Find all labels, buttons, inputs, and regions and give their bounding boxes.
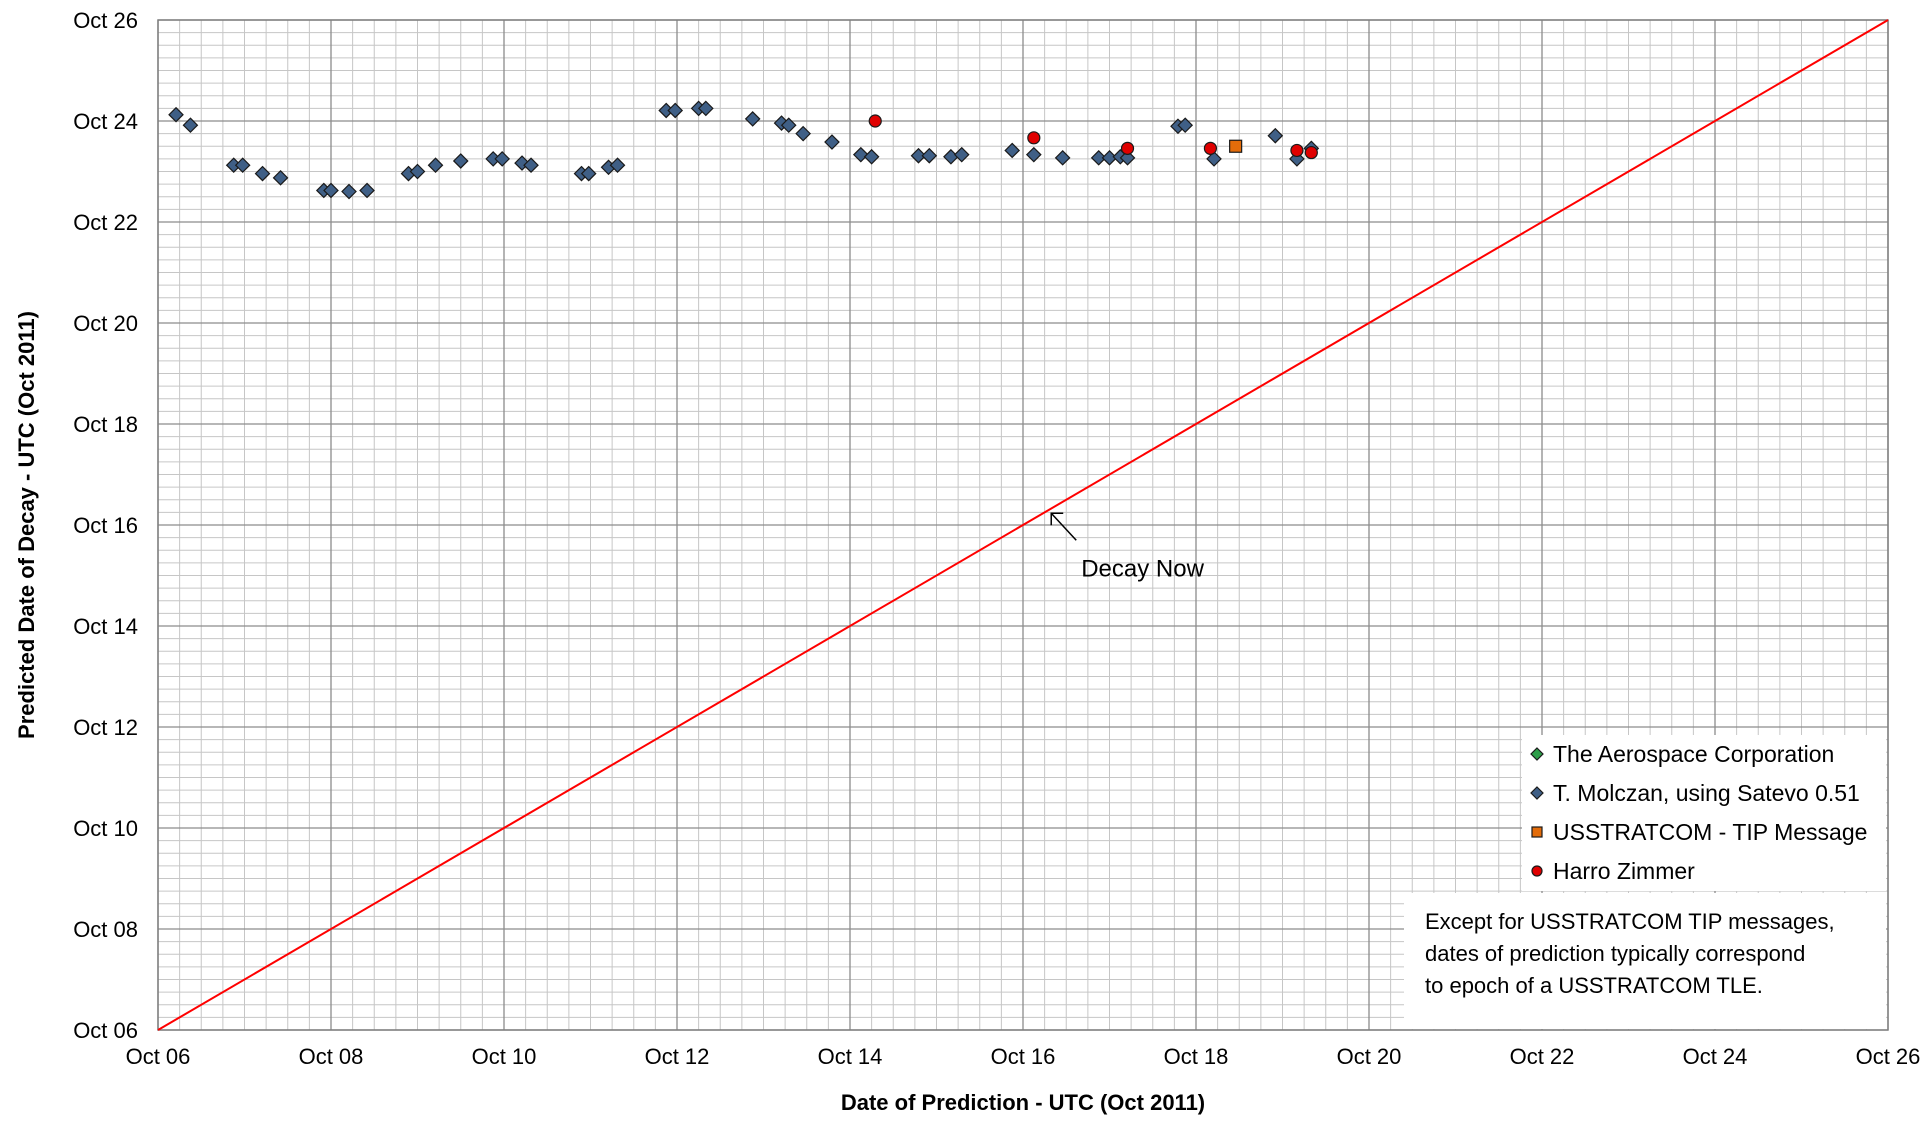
usstratcom-tip-message-point xyxy=(1229,139,1243,153)
harro-zimmer-point xyxy=(1120,141,1135,155)
y-tick-label: Oct 10 xyxy=(73,816,138,841)
x-axis-title: Date of Prediction - UTC (Oct 2011) xyxy=(841,1090,1205,1115)
t-molczan-using-satevo-0-51-point xyxy=(452,153,469,169)
harro-zimmer-series xyxy=(868,114,1318,160)
t-molczan-using-satevo-0-51-point xyxy=(427,157,444,174)
t-molczan-using-satevo-0-51-point xyxy=(234,157,251,174)
x-tick-label: Oct 24 xyxy=(1683,1044,1748,1069)
t-molczan-using-satevo-0-51-point xyxy=(341,183,357,200)
y-tick-label: Oct 26 xyxy=(73,8,138,33)
t-molczan-using-satevo-0-51-point xyxy=(323,182,339,199)
x-axis-tick-labels: Oct 06 Oct 08 Oct 10 Oct 12 Oct 14 Oct 16 Oct … xyxy=(126,1044,1921,1069)
legend-items: The Aerospace Corporation T. Molczan, usi… xyxy=(1530,741,1867,884)
usstratcom-tip-message-series xyxy=(1229,139,1243,153)
x-tick-label: Oct 06 xyxy=(126,1044,191,1069)
y-tick-label: Oct 24 xyxy=(73,109,138,134)
t-molczan-using-satevo-0-51-point xyxy=(254,165,271,182)
note-background xyxy=(1404,893,1886,1029)
annotation-arrow-head xyxy=(1050,512,1064,526)
note-line: to epoch of a USSTRATCOM TLE. xyxy=(1425,973,1763,998)
legend-item: Harro Zimmer xyxy=(1531,858,1695,884)
t-molczan-using-satevo-0-51-point xyxy=(921,147,938,164)
t-molczan-using-satevo-0-51-point xyxy=(1206,151,1222,167)
x-tick-label: Oct 26 xyxy=(1856,1044,1921,1069)
x-tick-label: Oct 22 xyxy=(1510,1044,1575,1069)
t-molczan-using-satevo-0-51-point xyxy=(953,146,970,163)
t-molczan-using-satevo-0-51-point xyxy=(824,134,840,150)
harro-zimmer-point xyxy=(1203,141,1218,155)
note-line: dates of prediction typically correspond xyxy=(1425,941,1805,966)
t-molczan-using-satevo-0-51-point xyxy=(910,147,927,164)
legend: The Aerospace Corporation T. Molczan, usi… xyxy=(1522,735,1886,891)
y-tick-label: Oct 20 xyxy=(73,311,138,336)
x-tick-label: Oct 14 xyxy=(818,1044,883,1069)
legend-marker xyxy=(1530,786,1544,800)
t-molczan-using-satevo-0-51-point xyxy=(1054,149,1071,166)
decay-now-line xyxy=(157,19,1889,1031)
legend-label: The Aerospace Corporation xyxy=(1553,741,1834,767)
t-molczan-using-satevo-0-51-point xyxy=(1090,149,1107,166)
t-molczan-using-satevo-0-51-point xyxy=(863,148,880,165)
t-molczan-using-satevo-0-51-point xyxy=(523,157,539,174)
t-molczan-using-satevo-0-51-point xyxy=(852,146,869,163)
y-tick-label: Oct 06 xyxy=(73,1018,138,1043)
t-molczan-using-satevo-0-51-point xyxy=(1025,146,1042,163)
harro-zimmer-point xyxy=(868,114,882,128)
t-molczan-using-satevo-0-51-point xyxy=(609,157,626,174)
y-axis-title: Predicted Date of Decay - UTC (Oct 2011) xyxy=(14,311,39,739)
harro-zimmer-point xyxy=(1027,131,1041,145)
legend-item: T. Molczan, using Satevo 0.51 xyxy=(1530,780,1860,806)
decay-now-annotation: Decay Now xyxy=(1050,512,1205,582)
annotation-label: Decay Now xyxy=(1081,555,1204,582)
y-tick-label: Oct 16 xyxy=(73,513,138,538)
y-tick-label: Oct 18 xyxy=(73,412,138,437)
t-molczan-using-satevo-0-51-point xyxy=(1267,127,1284,144)
y-tick-label: Oct 12 xyxy=(73,715,138,740)
t-molczan-using-satevo-0-51-point xyxy=(667,102,684,119)
plot-area-border xyxy=(157,19,1889,1031)
note-box: Except for USSTRATCOM TIP messages, date… xyxy=(1404,893,1886,1029)
legend-marker xyxy=(1530,747,1544,761)
legend-item: USSTRATCOM - TIP Message xyxy=(1531,819,1867,845)
t-molczan-using-satevo-0-51-point xyxy=(494,151,511,167)
t-molczan-using-satevo-0-51-point xyxy=(1004,142,1021,159)
t-molczan-using-satevo-0-51-point xyxy=(795,125,811,142)
t-molczan-using-satevo-0-51-point xyxy=(780,117,797,134)
x-tick-label: Oct 10 xyxy=(472,1044,537,1069)
t-molczan-using-satevo-0-51-point xyxy=(182,117,199,134)
y-tick-label: Oct 22 xyxy=(73,210,138,235)
legend-label: Harro Zimmer xyxy=(1553,858,1695,884)
t-molczan-using-satevo-0-51-series xyxy=(168,100,1320,200)
note-line: Except for USSTRATCOM TIP messages, xyxy=(1425,909,1835,934)
t-molczan-using-satevo-0-51-point xyxy=(580,165,597,182)
x-tick-label: Oct 18 xyxy=(1164,1044,1229,1069)
y-tick-label: Oct 08 xyxy=(73,917,138,942)
annotation-arrow-shaft xyxy=(1050,512,1077,541)
t-molczan-using-satevo-0-51-point xyxy=(1177,117,1194,134)
legend-item: The Aerospace Corporation xyxy=(1530,741,1834,767)
legend-marker xyxy=(1531,865,1543,877)
t-molczan-using-satevo-0-51-point xyxy=(168,106,184,123)
t-molczan-using-satevo-0-51-point xyxy=(1119,149,1136,166)
t-molczan-using-satevo-0-51-point xyxy=(409,163,426,180)
t-molczan-using-satevo-0-51-point xyxy=(272,169,289,186)
data-points xyxy=(168,100,1320,200)
x-tick-label: Oct 20 xyxy=(1337,1044,1402,1069)
legend-marker xyxy=(1531,826,1543,838)
harro-zimmer-point xyxy=(1290,143,1304,158)
harro-zimmer-point xyxy=(1304,145,1318,160)
t-molczan-using-satevo-0-51-point xyxy=(359,182,375,199)
y-tick-label: Oct 14 xyxy=(73,614,138,639)
x-tick-label: Oct 16 xyxy=(991,1044,1056,1069)
y-axis-tick-labels: Oct 06 Oct 08 Oct 10 Oct 12 Oct 14 Oct 16 Oct … xyxy=(73,8,138,1043)
legend-label: T. Molczan, using Satevo 0.51 xyxy=(1553,780,1860,806)
x-tick-label: Oct 12 xyxy=(645,1044,710,1069)
x-tick-label: Oct 08 xyxy=(299,1044,364,1069)
legend-background xyxy=(1522,735,1886,891)
legend-label: USSTRATCOM - TIP Message xyxy=(1553,819,1867,845)
t-molczan-using-satevo-0-51-point xyxy=(744,111,761,127)
t-molczan-using-satevo-0-51-point xyxy=(697,100,714,117)
